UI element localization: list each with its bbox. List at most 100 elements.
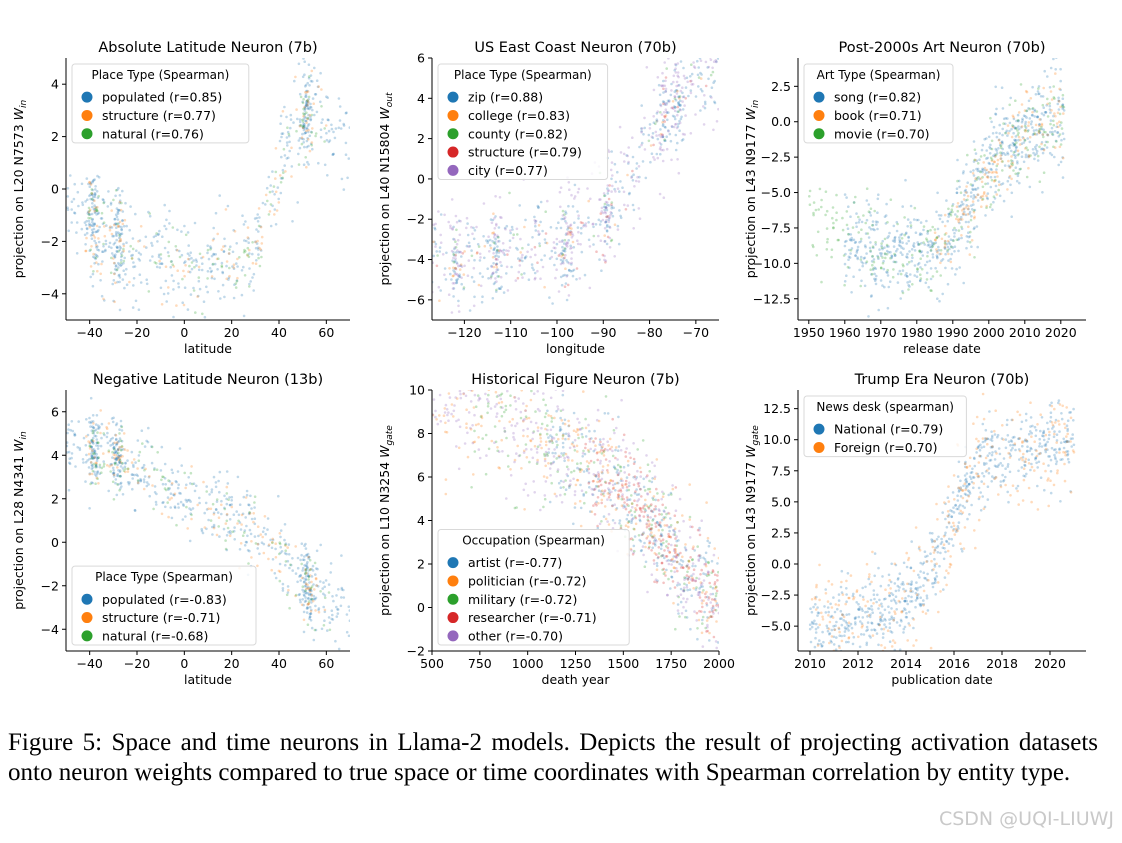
data-point-county — [665, 67, 668, 70]
data-point-structure — [90, 192, 94, 195]
data-point-city — [643, 148, 647, 151]
data-point-song — [994, 190, 997, 194]
data-point-researcher — [633, 475, 637, 478]
data-point-book — [1006, 188, 1009, 191]
data-point-researcher — [606, 469, 609, 472]
data-point-populated — [94, 257, 97, 261]
data-point-artist — [589, 510, 592, 513]
data-point-book — [996, 162, 999, 166]
data-point-movie — [879, 266, 883, 270]
data-point-song — [1043, 69, 1046, 73]
data-point-artist — [619, 527, 623, 530]
data-point-zip — [516, 248, 519, 251]
data-point-populated — [93, 208, 97, 211]
data-point-song — [912, 242, 916, 245]
data-point-zip — [524, 255, 528, 258]
data-point-populated — [96, 245, 99, 248]
data-point-zip — [603, 208, 606, 212]
data-point-zip — [664, 126, 667, 129]
data-point-city — [681, 95, 685, 99]
data-point-populated — [303, 107, 307, 110]
data-point-populated — [201, 262, 204, 266]
data-point-structure — [312, 102, 316, 105]
data-point-populated — [306, 106, 310, 109]
data-point-zip — [674, 89, 678, 92]
data-point-movie — [989, 156, 993, 160]
data-point-populated — [218, 490, 221, 494]
data-point-movie — [943, 241, 947, 245]
data-point-populated — [212, 525, 216, 529]
data-point-zip — [673, 115, 676, 118]
data-point-city — [566, 245, 569, 248]
data-point-city — [591, 223, 594, 226]
data-point-natural — [193, 265, 196, 269]
data-point-populated — [186, 308, 190, 311]
data-point-book — [1053, 146, 1057, 149]
data-point-populated — [313, 113, 316, 117]
data-point-city — [703, 26, 706, 29]
data-point-military — [686, 570, 689, 574]
data-point-populated — [164, 279, 168, 283]
data-point-structure — [259, 533, 263, 536]
data-point-populated — [256, 246, 260, 249]
data-point-structure — [197, 265, 201, 269]
data-point-structure — [307, 138, 310, 141]
data-point-zip — [679, 99, 682, 103]
data-point-book — [974, 177, 977, 180]
data-point-artist — [640, 533, 644, 537]
data-point-populated — [309, 118, 313, 121]
data-point-populated — [122, 224, 126, 228]
data-point-politician — [688, 518, 691, 521]
data-point-city — [672, 125, 676, 129]
data-point-structure — [117, 458, 120, 462]
data-point-structure — [294, 545, 298, 548]
data-point-zip — [670, 82, 673, 86]
data-point-artist — [650, 509, 653, 512]
data-point-populated — [308, 589, 312, 592]
data-point-song — [848, 256, 852, 259]
data-point-artist — [566, 474, 570, 478]
data-point-zip — [453, 266, 457, 270]
data-point-politician — [672, 601, 675, 605]
data-point-structure — [317, 85, 321, 88]
data-point-populated — [212, 253, 216, 256]
data-point-zip — [497, 251, 501, 254]
data-point-movie — [1019, 167, 1022, 171]
data-point-song — [873, 277, 876, 281]
data-point-populated — [242, 223, 246, 226]
data-point-populated — [258, 552, 261, 556]
data-point-populated — [301, 588, 304, 592]
data-point-populated — [219, 297, 222, 300]
data-point-city — [660, 113, 664, 116]
data-point-populated — [306, 566, 309, 569]
data-point-military — [662, 492, 665, 496]
data-point-populated — [296, 566, 300, 570]
data-point-song — [965, 191, 969, 194]
data-point-song — [845, 196, 848, 199]
data-point-song — [989, 147, 992, 150]
data-point-movie — [1001, 169, 1004, 172]
data-point-artist — [639, 519, 642, 523]
data-point-populated — [128, 250, 131, 253]
data-point-natural — [281, 176, 284, 180]
data-point-populated — [302, 581, 306, 584]
data-point-county — [663, 138, 666, 141]
data-point-city — [626, 154, 629, 158]
data-point-artist — [665, 568, 668, 572]
data-point-populated — [107, 245, 111, 248]
x-tick-label: 1990 — [937, 325, 969, 340]
data-point-artist — [546, 409, 549, 413]
y-tick-label: 0 — [417, 171, 425, 186]
data-point-populated — [315, 567, 318, 570]
data-point-movie — [922, 225, 926, 228]
data-point-song — [1040, 147, 1043, 151]
data-point-book — [966, 194, 970, 198]
data-point-zip — [603, 239, 607, 243]
data-point-populated — [93, 262, 96, 265]
data-point-structure — [476, 251, 479, 254]
data-point-populated — [173, 505, 177, 509]
data-point-populated — [188, 498, 191, 502]
data-point-song — [972, 197, 975, 200]
data-point-populated — [206, 251, 209, 255]
